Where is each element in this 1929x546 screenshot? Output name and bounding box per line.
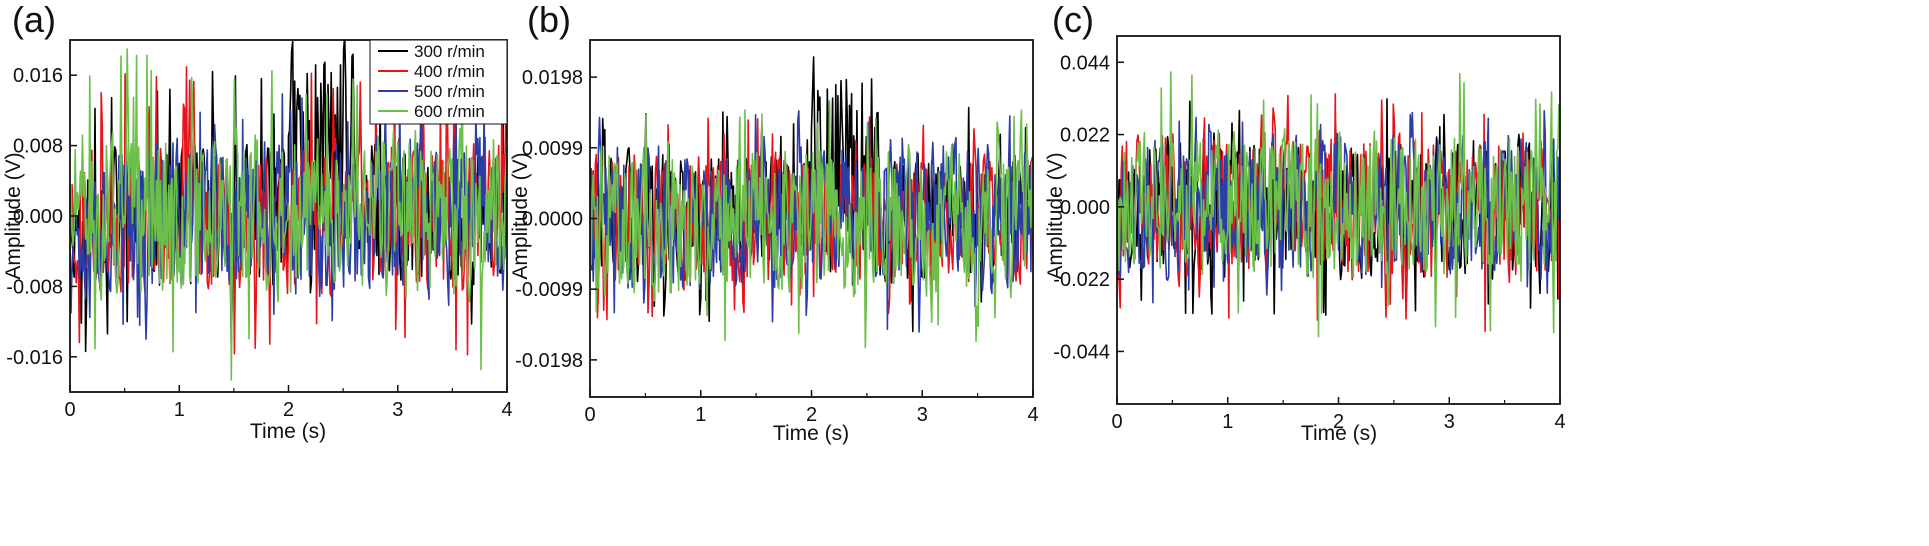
x-tick-label: 4 bbox=[1027, 404, 1038, 426]
y-tick-label: 0.008 bbox=[13, 136, 63, 158]
y-tick-label: -0.0099 bbox=[515, 279, 583, 301]
ticks-layer: 0 1 2 3 4 -0.016 -0.008 0.000 0.008 0.016 bbox=[6, 65, 512, 421]
x-tick-label: 3 bbox=[917, 404, 928, 426]
x-tick-label: 0 bbox=[64, 399, 75, 421]
y-tick-label: -0.008 bbox=[6, 276, 63, 298]
series-layer bbox=[70, 40, 507, 381]
x-axis-label: Time (s) bbox=[1301, 422, 1377, 445]
panel-label: (c) bbox=[1052, 0, 1094, 40]
y-axis-label: Amplitude (V) bbox=[509, 152, 532, 279]
panel-label: (a) bbox=[12, 0, 56, 40]
y-tick-label: -0.016 bbox=[6, 347, 63, 369]
x-tick-label: 0 bbox=[584, 404, 595, 426]
x-tick-label: 1 bbox=[174, 399, 185, 421]
x-tick-label: 1 bbox=[695, 404, 706, 426]
y-axis-label: Amplitude (V) bbox=[2, 152, 25, 279]
y-tick-label: 0.022 bbox=[1060, 125, 1110, 147]
x-tick-label: 3 bbox=[392, 399, 403, 421]
panel-b: (b) 0 1 2 3 4 -0.0198 -0.0099 0.0000 0.0099 0.019… bbox=[509, 0, 1039, 445]
y-tick-label: 0.000 bbox=[1060, 197, 1110, 219]
y-tick-label: 0.0198 bbox=[522, 67, 583, 89]
series-layer bbox=[590, 56, 1033, 349]
series-line-600-r-min bbox=[1117, 71, 1560, 338]
panel-a: (a) 0 1 2 3 4 -0.016 -0.008 0.000 0.008 0.016 Tim… bbox=[2, 0, 513, 443]
series-line-600-r-min bbox=[590, 99, 1033, 349]
x-tick-label: 2 bbox=[283, 399, 294, 421]
ticks-layer: 0 1 2 3 4 -0.0198 -0.0099 0.0000 0.0099 0.0198 bbox=[515, 67, 1038, 426]
legend-entry-400: 400 r/min bbox=[414, 62, 485, 81]
legend-entry-300: 300 r/min bbox=[414, 42, 485, 61]
legend-entry-500: 500 r/min bbox=[414, 82, 485, 101]
y-tick-label: 0.000 bbox=[13, 206, 63, 228]
panel-label: (b) bbox=[527, 0, 571, 40]
x-tick-label: 4 bbox=[501, 399, 512, 421]
y-tick-label: 0.0000 bbox=[522, 209, 583, 231]
y-tick-label: -0.022 bbox=[1053, 269, 1110, 291]
x-axis-label: Time (s) bbox=[250, 420, 326, 443]
ticks-layer: 0 1 2 3 4 -0.044 -0.022 0.000 0.022 0.044 bbox=[1053, 52, 1565, 433]
x-tick-label: 3 bbox=[1444, 411, 1455, 433]
panel-c: (c) 0 1 2 3 4 -0.044 -0.022 0.000 0.022 0.044 Tim… bbox=[1044, 0, 1566, 445]
x-tick-label: 4 bbox=[1554, 411, 1565, 433]
x-tick-label: 2 bbox=[1333, 411, 1344, 433]
y-tick-label: -0.044 bbox=[1053, 341, 1110, 363]
legend: 300 r/min 400 r/min 500 r/min 600 r/min bbox=[369, 39, 508, 125]
x-axis-label: Time (s) bbox=[773, 422, 849, 445]
x-tick-label: 0 bbox=[1111, 411, 1122, 433]
y-tick-label: 0.016 bbox=[13, 65, 63, 87]
y-axis-label: Amplitude (V) bbox=[1044, 152, 1067, 279]
series-layer bbox=[1117, 71, 1560, 338]
y-tick-label: 0.044 bbox=[1060, 52, 1110, 74]
legend-entry-600: 600 r/min bbox=[414, 102, 485, 121]
y-tick-label: -0.0198 bbox=[515, 350, 583, 372]
x-tick-label: 2 bbox=[806, 404, 817, 426]
y-tick-label: 0.0099 bbox=[522, 138, 583, 160]
x-tick-label: 1 bbox=[1222, 411, 1233, 433]
series-line-600-r-min bbox=[70, 48, 507, 381]
